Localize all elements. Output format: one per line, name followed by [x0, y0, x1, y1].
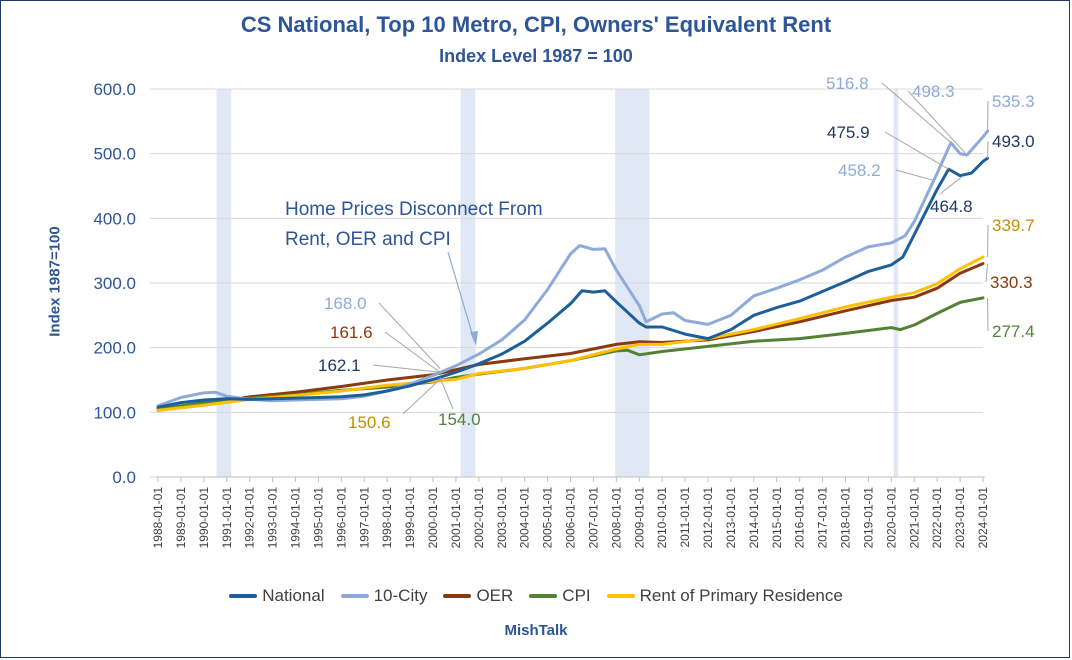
data-label: 535.3	[992, 92, 1035, 111]
x-tick-label: 1991-01-01	[220, 487, 234, 549]
data-label-leader	[440, 377, 453, 409]
series-line-oer	[158, 264, 983, 411]
data-label: 162.1	[318, 356, 361, 375]
x-tick-label: 2024-01-01	[976, 487, 990, 549]
x-tick-label: 2022-01-01	[930, 487, 944, 549]
legend-label: OER	[476, 586, 513, 606]
data-label: 161.6	[330, 323, 373, 342]
x-tick-label: 2008-01-01	[609, 487, 623, 549]
y-tick-label: 300.0	[93, 274, 136, 293]
data-label: 168.0	[324, 294, 367, 313]
x-tick-label: 2023-01-01	[953, 487, 967, 549]
x-tick-label: 2005-01-01	[541, 487, 555, 549]
x-tick-label: 2004-01-01	[518, 487, 532, 549]
legend-label: National	[262, 586, 324, 606]
data-label-leader	[373, 365, 440, 372]
data-label: 493.0	[992, 132, 1035, 151]
data-label: 330.3	[990, 273, 1033, 292]
x-tick-label: 2014-01-01	[747, 487, 761, 549]
x-tick-label: 2016-01-01	[793, 487, 807, 549]
legend-label: Rent of Primary Residence	[640, 586, 843, 606]
legend-swatch	[229, 594, 257, 598]
x-tick-label: 1999-01-01	[403, 487, 417, 549]
legend-item-cpi: CPI	[529, 586, 590, 606]
data-label: 458.2	[838, 161, 881, 180]
legend-item-national: National	[229, 586, 324, 606]
data-label-leader	[896, 170, 935, 181]
x-tick-label: 2015-01-01	[770, 487, 784, 549]
x-tick-label: 2000-01-01	[426, 487, 440, 549]
x-tick-label: 2003-01-01	[495, 487, 509, 549]
y-tick-label: 500.0	[93, 145, 136, 164]
y-tick-label: 100.0	[93, 403, 136, 422]
x-tick-label: 1997-01-01	[357, 487, 371, 549]
y-tick-label: 0.0	[112, 468, 136, 487]
x-tick-label: 2006-01-01	[564, 487, 578, 549]
x-tick-label: 2010-01-01	[655, 487, 669, 549]
legend-label: 10-City	[374, 586, 428, 606]
x-tick-label: 2013-01-01	[724, 487, 738, 549]
legend-label: CPI	[562, 586, 590, 606]
y-tick-label: 400.0	[93, 209, 136, 228]
x-tick-label: 2002-01-01	[472, 487, 486, 549]
annotation-text-line2: Rent, OER and CPI	[285, 229, 451, 250]
legend: National 10-City OER CPI Rent of Primary…	[0, 586, 1072, 606]
x-tick-label: 2001-01-01	[449, 487, 463, 549]
x-tick-label: 2017-01-01	[816, 487, 830, 549]
x-tick-label: 1995-01-01	[311, 487, 325, 549]
x-tick-label: 2009-01-01	[632, 487, 646, 549]
data-label: 475.9	[827, 123, 870, 142]
x-tick-label: 1988-01-01	[151, 487, 165, 549]
data-label: 154.0	[438, 410, 481, 429]
x-tick-label: 1994-01-01	[289, 487, 303, 549]
x-tick-label: 2019-01-01	[861, 487, 875, 549]
data-label: 339.7	[992, 216, 1035, 235]
x-tick-label: 1990-01-01	[197, 487, 211, 549]
data-label: 498.3	[912, 82, 955, 101]
x-tick-label: 1989-01-01	[174, 487, 188, 549]
series-line-rent-of-primary-residence	[158, 257, 983, 410]
x-tick-label: 2012-01-01	[701, 487, 715, 549]
annotation-text-line1: Home Prices Disconnect From	[285, 199, 543, 220]
data-label: 516.8	[826, 74, 869, 93]
data-label-leader	[385, 332, 440, 372]
data-label-leader	[379, 303, 440, 368]
data-label-leader	[986, 264, 988, 282]
y-tick-label: 600.0	[93, 80, 136, 99]
legend-item-oer: OER	[443, 586, 513, 606]
data-label: 464.8	[930, 197, 973, 216]
x-tick-label: 1993-01-01	[266, 487, 280, 549]
x-tick-label: 2011-01-01	[678, 487, 692, 548]
legend-swatch	[341, 594, 369, 598]
legend-swatch	[443, 594, 471, 598]
x-tick-label: 1998-01-01	[380, 487, 394, 549]
legend-item-10-city: 10-City	[341, 586, 428, 606]
legend-swatch	[529, 594, 557, 598]
x-tick-label: 1992-01-01	[243, 487, 257, 549]
x-tick-label: 2021-01-01	[907, 487, 921, 549]
x-tick-label: 2007-01-01	[586, 487, 600, 549]
x-tick-label: 2018-01-01	[839, 487, 853, 549]
data-label: 150.6	[348, 413, 391, 432]
legend-swatch	[607, 594, 635, 598]
source-label: MishTalk	[0, 622, 1072, 639]
x-tick-label: 1996-01-01	[334, 487, 348, 549]
y-tick-label: 200.0	[93, 339, 136, 358]
data-label: 277.4	[992, 322, 1035, 341]
legend-item-rent: Rent of Primary Residence	[607, 586, 843, 606]
x-tick-label: 2020-01-01	[884, 487, 898, 549]
